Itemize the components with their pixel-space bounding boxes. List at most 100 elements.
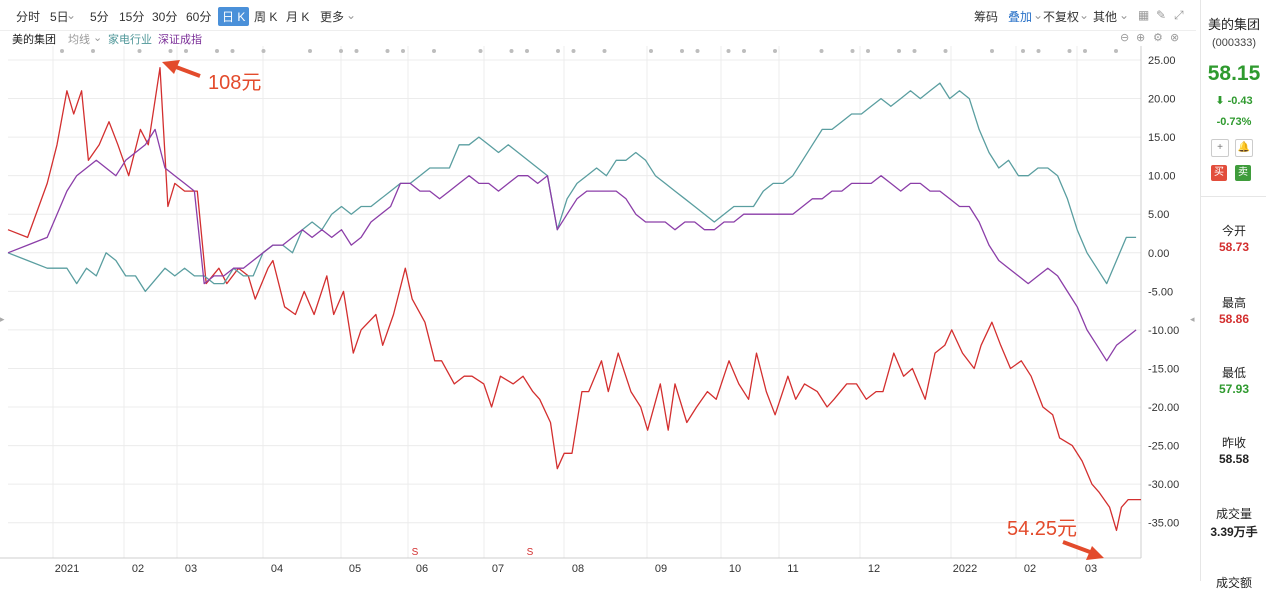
pencil-icon[interactable]: ✎ xyxy=(1156,8,1167,22)
period-toolbar: 分时 5日 ⌄ 5分 15分 30分 60分 日 K 周 K 月 K 更多 ⌄ … xyxy=(0,0,1196,31)
price-change-pct: -0.73% xyxy=(1216,116,1252,128)
event-dot xyxy=(943,49,948,53)
divider xyxy=(1201,196,1266,197)
event-dot xyxy=(742,49,746,53)
event-dot xyxy=(354,49,359,53)
chips-button[interactable]: 筹码 xyxy=(974,10,999,24)
event-dot xyxy=(866,49,870,53)
event-dot xyxy=(1036,49,1041,53)
y-tick-label: -15.00 xyxy=(1148,363,1179,375)
down-arrow-icon: ⬇ xyxy=(1215,95,1225,107)
event-dot xyxy=(897,49,901,53)
event-dot xyxy=(230,49,235,53)
x-tick-label: 11 xyxy=(787,563,798,575)
period-5min[interactable]: 5分 xyxy=(90,10,109,24)
period-intraday[interactable]: 分时 xyxy=(16,10,41,24)
event-dot xyxy=(912,49,917,53)
x-tick-label: 07 xyxy=(492,563,504,575)
volume-value: 3.39万手 xyxy=(1210,525,1258,539)
turnover-label: 成交额 xyxy=(1215,576,1252,590)
x-tick-label: 06 xyxy=(416,563,428,575)
event-dot xyxy=(680,49,684,53)
event-marker-s: S xyxy=(527,547,534,558)
event-dot xyxy=(1021,49,1025,53)
period-15min[interactable]: 15分 xyxy=(119,10,145,24)
event-dot xyxy=(726,49,731,53)
event-dot xyxy=(695,49,700,53)
chevron-down-icon[interactable]: ⌄ xyxy=(346,8,357,22)
period-more[interactable]: 更多 xyxy=(320,10,345,24)
overlay-button[interactable]: 叠加 xyxy=(1008,10,1033,24)
x-tick-label: 08 xyxy=(572,563,584,575)
prev-close-value: 58.58 xyxy=(1218,452,1250,466)
prev-close-label: 昨收 xyxy=(1221,436,1246,450)
event-dot xyxy=(60,49,64,53)
legend-ma[interactable]: 均线 xyxy=(68,34,90,46)
period-daily-k[interactable]: 日 K xyxy=(218,7,250,26)
zoom-out-icon[interactable]: ⊖ xyxy=(1120,32,1130,44)
price-change: ⬇ -0.43 xyxy=(1215,95,1253,107)
x-tick-label: 2022 xyxy=(953,563,977,575)
adjust-select[interactable]: 不复权 xyxy=(1043,10,1080,24)
event-dot xyxy=(261,49,266,53)
series-line-index xyxy=(7,128,1137,362)
annotation-high-price: 108元 xyxy=(208,72,262,94)
low-label: 最低 xyxy=(1221,366,1246,380)
period-weekly-k[interactable]: 周 K xyxy=(254,10,278,24)
event-dot xyxy=(1067,49,1072,53)
stock-name: 美的集团 xyxy=(1207,17,1260,32)
event-dot xyxy=(401,49,405,53)
y-tick-label: 25.00 xyxy=(1148,55,1176,67)
other-menu[interactable]: 其他 xyxy=(1093,10,1118,24)
period-60min[interactable]: 60分 xyxy=(186,10,212,24)
event-dot xyxy=(773,49,777,53)
chevron-down-icon[interactable]: ⌄ xyxy=(1119,8,1130,22)
event-dot xyxy=(184,49,188,53)
chevron-down-icon[interactable]: ⌄ xyxy=(1079,8,1090,22)
x-tick-label: 04 xyxy=(271,563,283,575)
annotation-arrow-low xyxy=(1062,540,1091,554)
event-marker-s: S xyxy=(412,547,419,558)
event-dot xyxy=(1083,49,1087,53)
volume-label: 成交量 xyxy=(1215,507,1252,521)
legend-index[interactable]: 深证成指 xyxy=(158,34,202,46)
close-icon[interactable]: ⊗ xyxy=(1170,32,1180,44)
event-dot xyxy=(308,49,312,53)
zoom-in-icon[interactable]: ⊕ xyxy=(1136,32,1146,44)
x-tick-label: 03 xyxy=(1085,563,1097,575)
chevron-down-icon[interactable]: ⌄ xyxy=(66,8,77,22)
event-dot xyxy=(649,49,653,53)
add-watchlist-icon[interactable]: + xyxy=(1211,139,1229,157)
chevron-down-icon[interactable]: ⌄ xyxy=(93,32,103,44)
chevron-down-icon[interactable]: ⌄ xyxy=(1033,8,1044,22)
buy-button[interactable]: 买 xyxy=(1211,165,1227,181)
bell-icon[interactable]: 🔔 xyxy=(1235,139,1253,157)
x-tick-label: 03 xyxy=(185,563,197,575)
y-tick-label: 10.00 xyxy=(1148,171,1176,183)
y-tick-label: -5.00 xyxy=(1148,286,1173,298)
event-dot xyxy=(432,49,436,53)
x-tick-label: 02 xyxy=(132,563,144,575)
comparison-line-chart: 25.00 20.00 15.00 10.00 5.00 0.00 -5.00 -10.00 -… xyxy=(0,46,1195,575)
legend-industry[interactable]: 家电行业 xyxy=(108,34,152,46)
legend-stock: 美的集团 xyxy=(12,34,56,46)
expand-icon[interactable]: ⤢ xyxy=(1174,8,1184,22)
y-tick-label: -25.00 xyxy=(1148,441,1179,453)
open-label: 今开 xyxy=(1221,224,1246,238)
event-dot xyxy=(819,49,824,53)
event-dot xyxy=(215,49,219,53)
right-handle-icon: ◂ xyxy=(1190,315,1195,325)
grid-icon[interactable]: ▦ xyxy=(1138,8,1150,22)
sell-button[interactable]: 卖 xyxy=(1235,165,1251,181)
period-30min[interactable]: 30分 xyxy=(152,10,178,24)
event-dot xyxy=(168,49,173,53)
settings-icon[interactable]: ⚙ xyxy=(1153,32,1163,44)
event-dot xyxy=(509,49,514,53)
event-dot xyxy=(602,49,607,53)
event-dot xyxy=(137,49,142,53)
period-5day[interactable]: 5日 xyxy=(50,10,69,24)
y-tick-label: 20.00 xyxy=(1148,94,1176,106)
annotation-arrowhead-low xyxy=(1086,546,1104,560)
event-dot xyxy=(525,49,529,53)
period-monthly-k[interactable]: 月 K xyxy=(286,10,310,24)
